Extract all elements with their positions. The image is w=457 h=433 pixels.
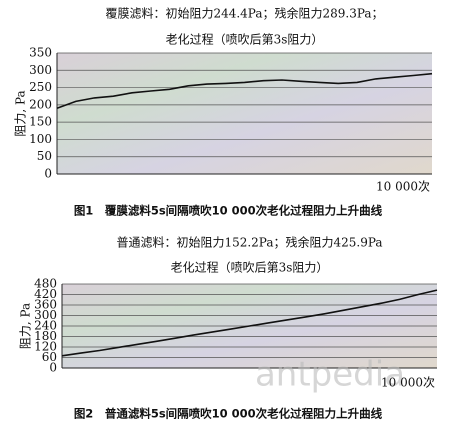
y-axis-label: 阻力, Pa xyxy=(19,303,33,349)
chart-subtitle: 老化过程（喷吹后第3s阻力） xyxy=(171,260,329,275)
y-tick-label: 180 xyxy=(34,329,57,343)
data-line xyxy=(61,289,438,357)
y-tick-label: 120 xyxy=(34,340,57,354)
y-tick-label: 240 xyxy=(34,319,57,333)
y-tick-label: 420 xyxy=(34,287,57,301)
watermark: antpedia xyxy=(255,355,405,395)
x-axis-label: 10 000次 xyxy=(381,376,435,390)
chart-subtitle: 老化过程（喷吹后第3s阻力） xyxy=(166,32,324,47)
x-axis-label: 10 000次 xyxy=(376,180,430,194)
data-line xyxy=(56,72,433,110)
y-tick-label: 200 xyxy=(29,97,52,111)
caption: 图1 覆膜滤料5s间隔喷吹10 000次老化过程阻力上升曲线 xyxy=(74,204,383,218)
y-tick-label: 250 xyxy=(29,80,52,94)
y-tick-label: 0 xyxy=(44,167,52,181)
y-tick-label: 480 xyxy=(34,277,57,291)
caption: 图2 普通滤料5s间隔喷吹10 000次老化过程阻力上升曲线 xyxy=(74,407,383,421)
chart-title: 普通滤料：初始阻力152.2Pa；残余阻力425.9Pa xyxy=(116,235,382,250)
chart-title: 覆膜滤料：初始阻力244.4Pa；残余阻力289.3Pa； xyxy=(105,6,383,21)
y-tick-label: 300 xyxy=(34,308,57,322)
y-tick-label: 0 xyxy=(49,361,57,375)
y-tick-label: 60 xyxy=(42,350,57,364)
y-tick-label: 300 xyxy=(29,63,52,77)
y-tick-label: 100 xyxy=(29,132,52,146)
y-tick-label: 350 xyxy=(29,46,52,60)
y-tick-label: 50 xyxy=(37,149,52,163)
y-tick-label: 150 xyxy=(29,115,52,129)
y-tick-label: 360 xyxy=(34,298,57,312)
plot-area xyxy=(57,53,432,174)
y-axis-label: 阻力, Pa xyxy=(14,90,28,136)
